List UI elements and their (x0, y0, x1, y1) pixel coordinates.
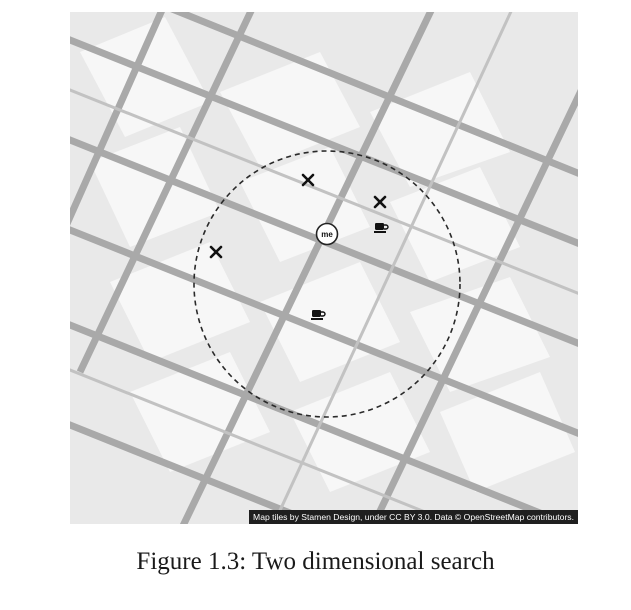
fork-knife-icon (301, 173, 315, 187)
coffee-cup-icon (374, 223, 389, 233)
restaurant-marker[interactable] (209, 245, 223, 259)
figure-caption: Figure 1.3: Two dimensional search (136, 548, 495, 575)
map-attribution: Map tiles by Stamen Design, under CC BY … (249, 510, 578, 524)
search-radius-circle (193, 150, 461, 418)
streets-diagonal-b (70, 12, 578, 524)
map-canvas: me (70, 12, 578, 524)
map-view[interactable]: me Map tiles by Stamen Design, under CC … (70, 12, 578, 524)
streets-minor (70, 12, 578, 524)
fork-knife-icon (209, 245, 223, 259)
my-location-label: me (321, 230, 333, 239)
coffee-cup-icon (311, 310, 326, 320)
my-location-marker[interactable]: me (315, 222, 339, 246)
fork-knife-icon (373, 195, 387, 209)
restaurant-marker[interactable] (373, 195, 387, 209)
cafe-marker[interactable] (374, 223, 389, 233)
restaurant-marker[interactable] (301, 173, 315, 187)
cafe-marker[interactable] (311, 310, 326, 320)
city-blocks (80, 17, 575, 492)
